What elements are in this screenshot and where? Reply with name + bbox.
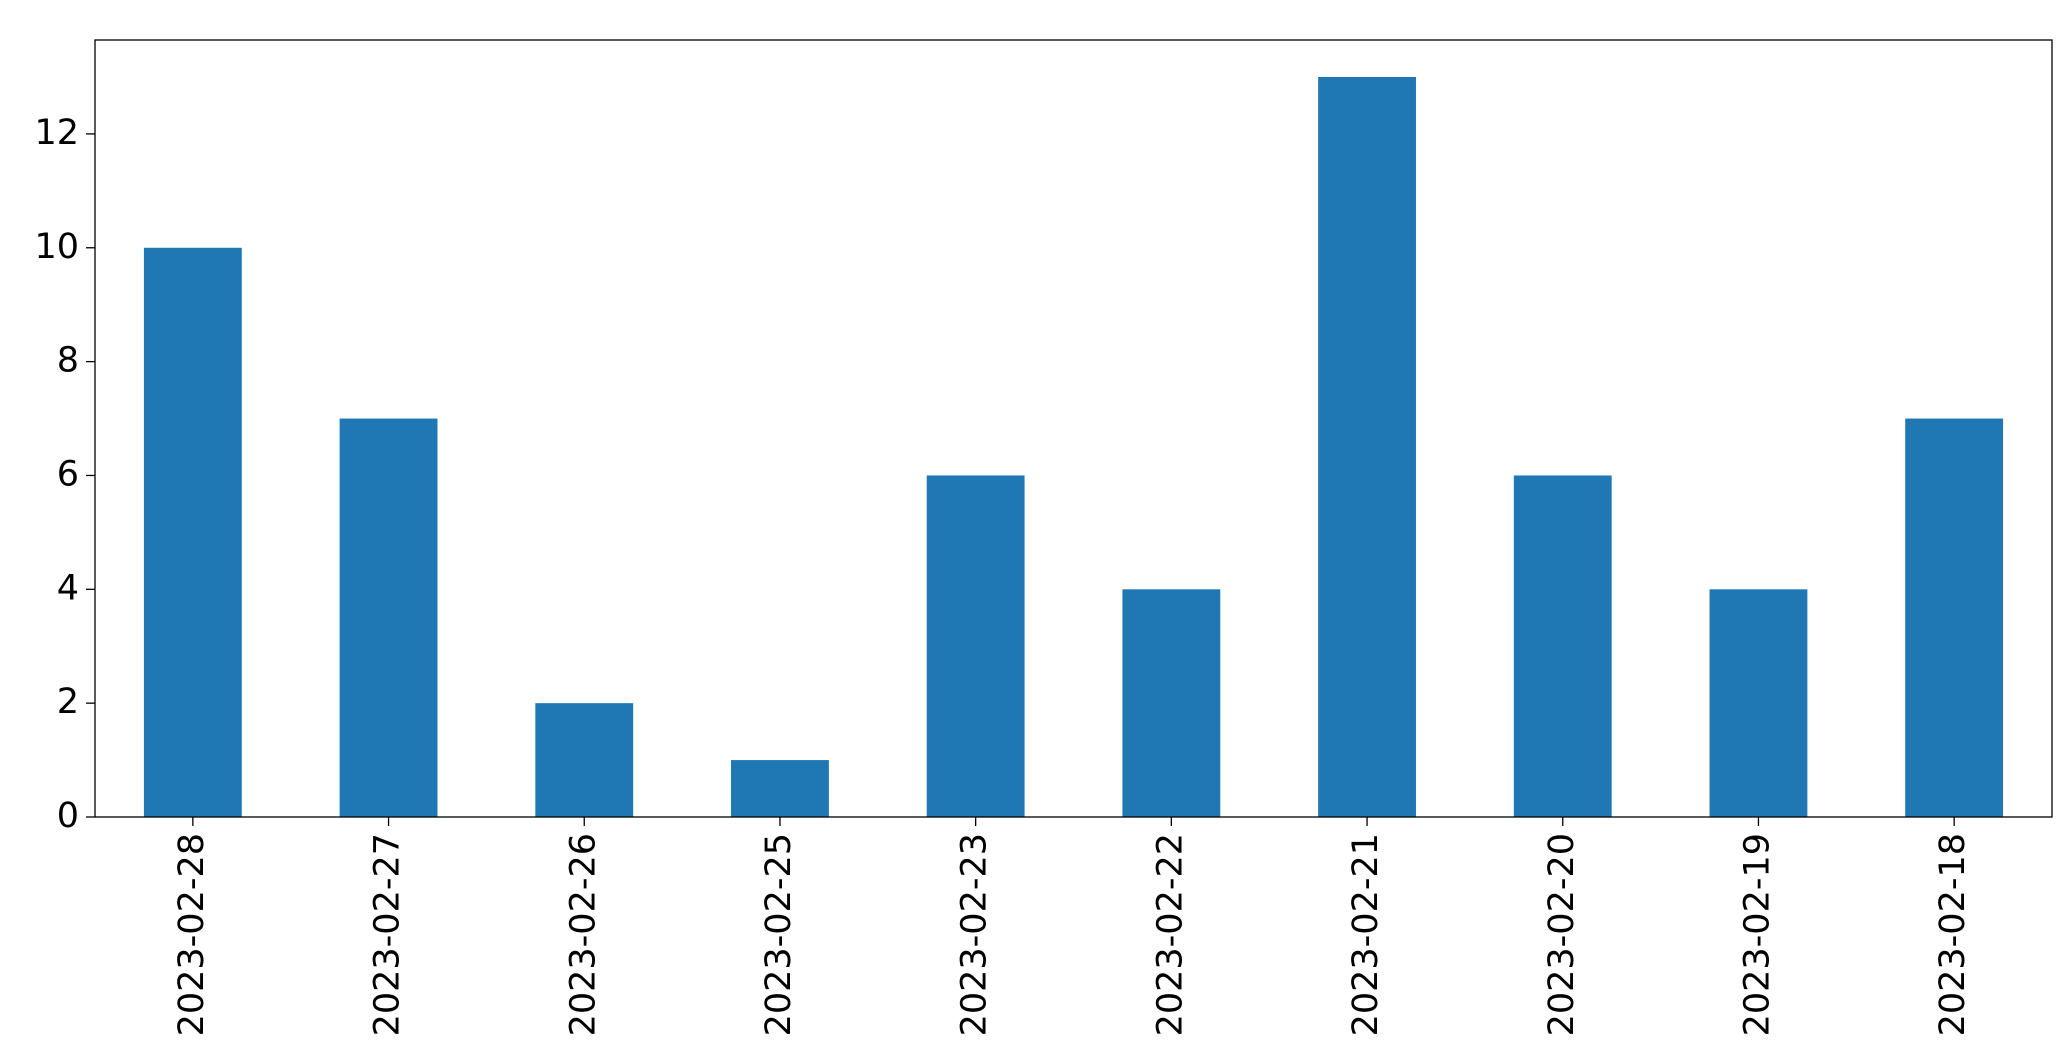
x-tick-label: 2023-02-18 xyxy=(1933,833,1973,1036)
bar xyxy=(1905,418,2004,817)
x-tick-label: 2023-02-25 xyxy=(759,833,799,1036)
bar xyxy=(535,703,634,817)
x-tick-label: 2023-02-19 xyxy=(1737,833,1777,1036)
bar xyxy=(1318,77,1416,817)
x-tick-label: 2023-02-20 xyxy=(1542,833,1582,1036)
bar xyxy=(1513,475,1612,817)
x-tick-label: 2023-02-28 xyxy=(172,833,212,1036)
y-tick-label: 4 xyxy=(57,568,79,608)
y-tick-label: 6 xyxy=(57,454,79,494)
bar xyxy=(143,247,242,817)
y-tick-label: 12 xyxy=(34,113,79,153)
y-tick-label: 8 xyxy=(57,341,79,381)
bar xyxy=(731,760,829,817)
x-tick-label: 2023-02-27 xyxy=(368,833,408,1036)
bar xyxy=(1122,589,1221,817)
x-tick-label: 2023-02-23 xyxy=(955,833,995,1036)
bar xyxy=(926,475,1025,817)
y-tick-label: 2 xyxy=(57,682,79,722)
y-tick-label: 0 xyxy=(57,796,79,836)
x-tick-label: 2023-02-21 xyxy=(1346,833,1386,1036)
y-tick-label: 10 xyxy=(34,227,79,267)
bar xyxy=(339,418,438,817)
plot-frame xyxy=(94,39,2053,818)
x-tick-label: 2023-02-26 xyxy=(563,833,603,1036)
bar xyxy=(1709,589,1808,817)
x-tick-label: 2023-02-22 xyxy=(1150,833,1190,1036)
